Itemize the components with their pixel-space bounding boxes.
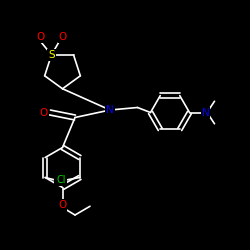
Text: O: O: [36, 32, 44, 42]
Text: O: O: [58, 32, 67, 42]
Text: Cl: Cl: [55, 175, 64, 185]
Text: Cl: Cl: [57, 175, 66, 185]
Text: N: N: [202, 108, 209, 118]
Text: O: O: [40, 108, 48, 118]
Text: O: O: [58, 200, 66, 210]
Text: N: N: [106, 105, 114, 115]
Text: S: S: [48, 50, 55, 60]
